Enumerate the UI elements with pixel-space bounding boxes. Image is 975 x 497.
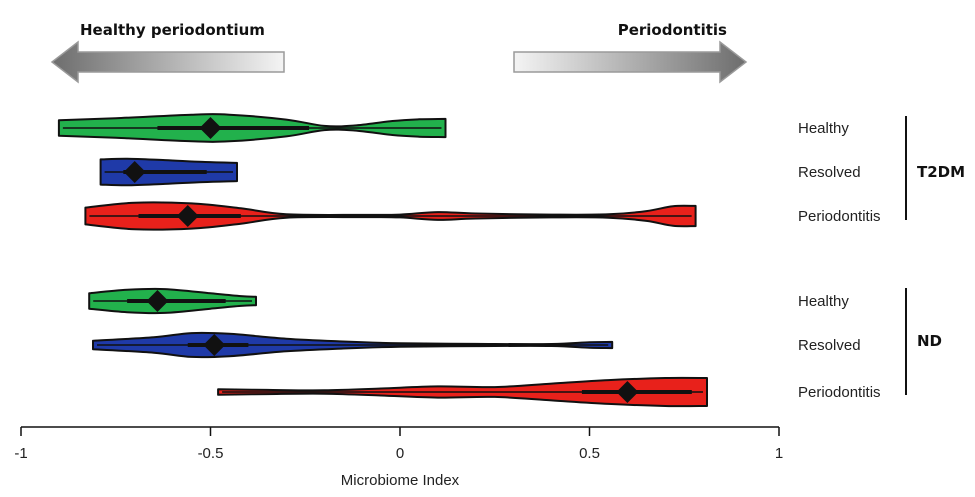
nd-resolved-median-marker [203, 334, 226, 356]
healthy-arrow-label: Healthy periodontium [80, 21, 265, 39]
nd-healthy-median-marker [146, 290, 169, 312]
periodontitis-arrow-label: Periodontitis [618, 21, 727, 39]
nd-periodontitis-median-marker [616, 381, 639, 403]
t2dm-periodontitis-median-marker [176, 205, 199, 227]
nd-group-label: ND [917, 332, 942, 350]
t2dm-resolved-median-marker [123, 161, 146, 183]
x-tick-label: 0.5 [579, 445, 600, 462]
x-tick-label: 0 [396, 445, 404, 462]
x-tick-label: -1 [14, 445, 27, 462]
t2dm-group-label: T2DM [917, 163, 965, 181]
x-axis-ticks: -1 -0.5 0 0.5 1 [14, 427, 783, 462]
t2dm-healthy-category-label: Healthy [798, 120, 849, 137]
nd-periodontitis-category-label: Periodontitis [798, 384, 881, 401]
x-axis-title: Microbiome Index [341, 472, 460, 489]
x-tick-label: 1 [775, 445, 783, 462]
category-labels: Healthy Resolved Periodontitis Healthy Resol… [798, 120, 881, 401]
t2dm-healthy-median-marker [199, 117, 222, 139]
x-tick-label: -0.5 [198, 445, 224, 462]
periodontitis-direction-arrow [513, 40, 748, 84]
nd-healthy-category-label: Healthy [798, 293, 849, 310]
violin-layer [57, 113, 708, 408]
t2dm-periodontitis-category-label: Periodontitis [798, 208, 881, 225]
nd-resolved-category-label: Resolved [798, 337, 861, 354]
t2dm-resolved-category-label: Resolved [798, 164, 861, 181]
healthy-direction-arrow [50, 40, 285, 84]
